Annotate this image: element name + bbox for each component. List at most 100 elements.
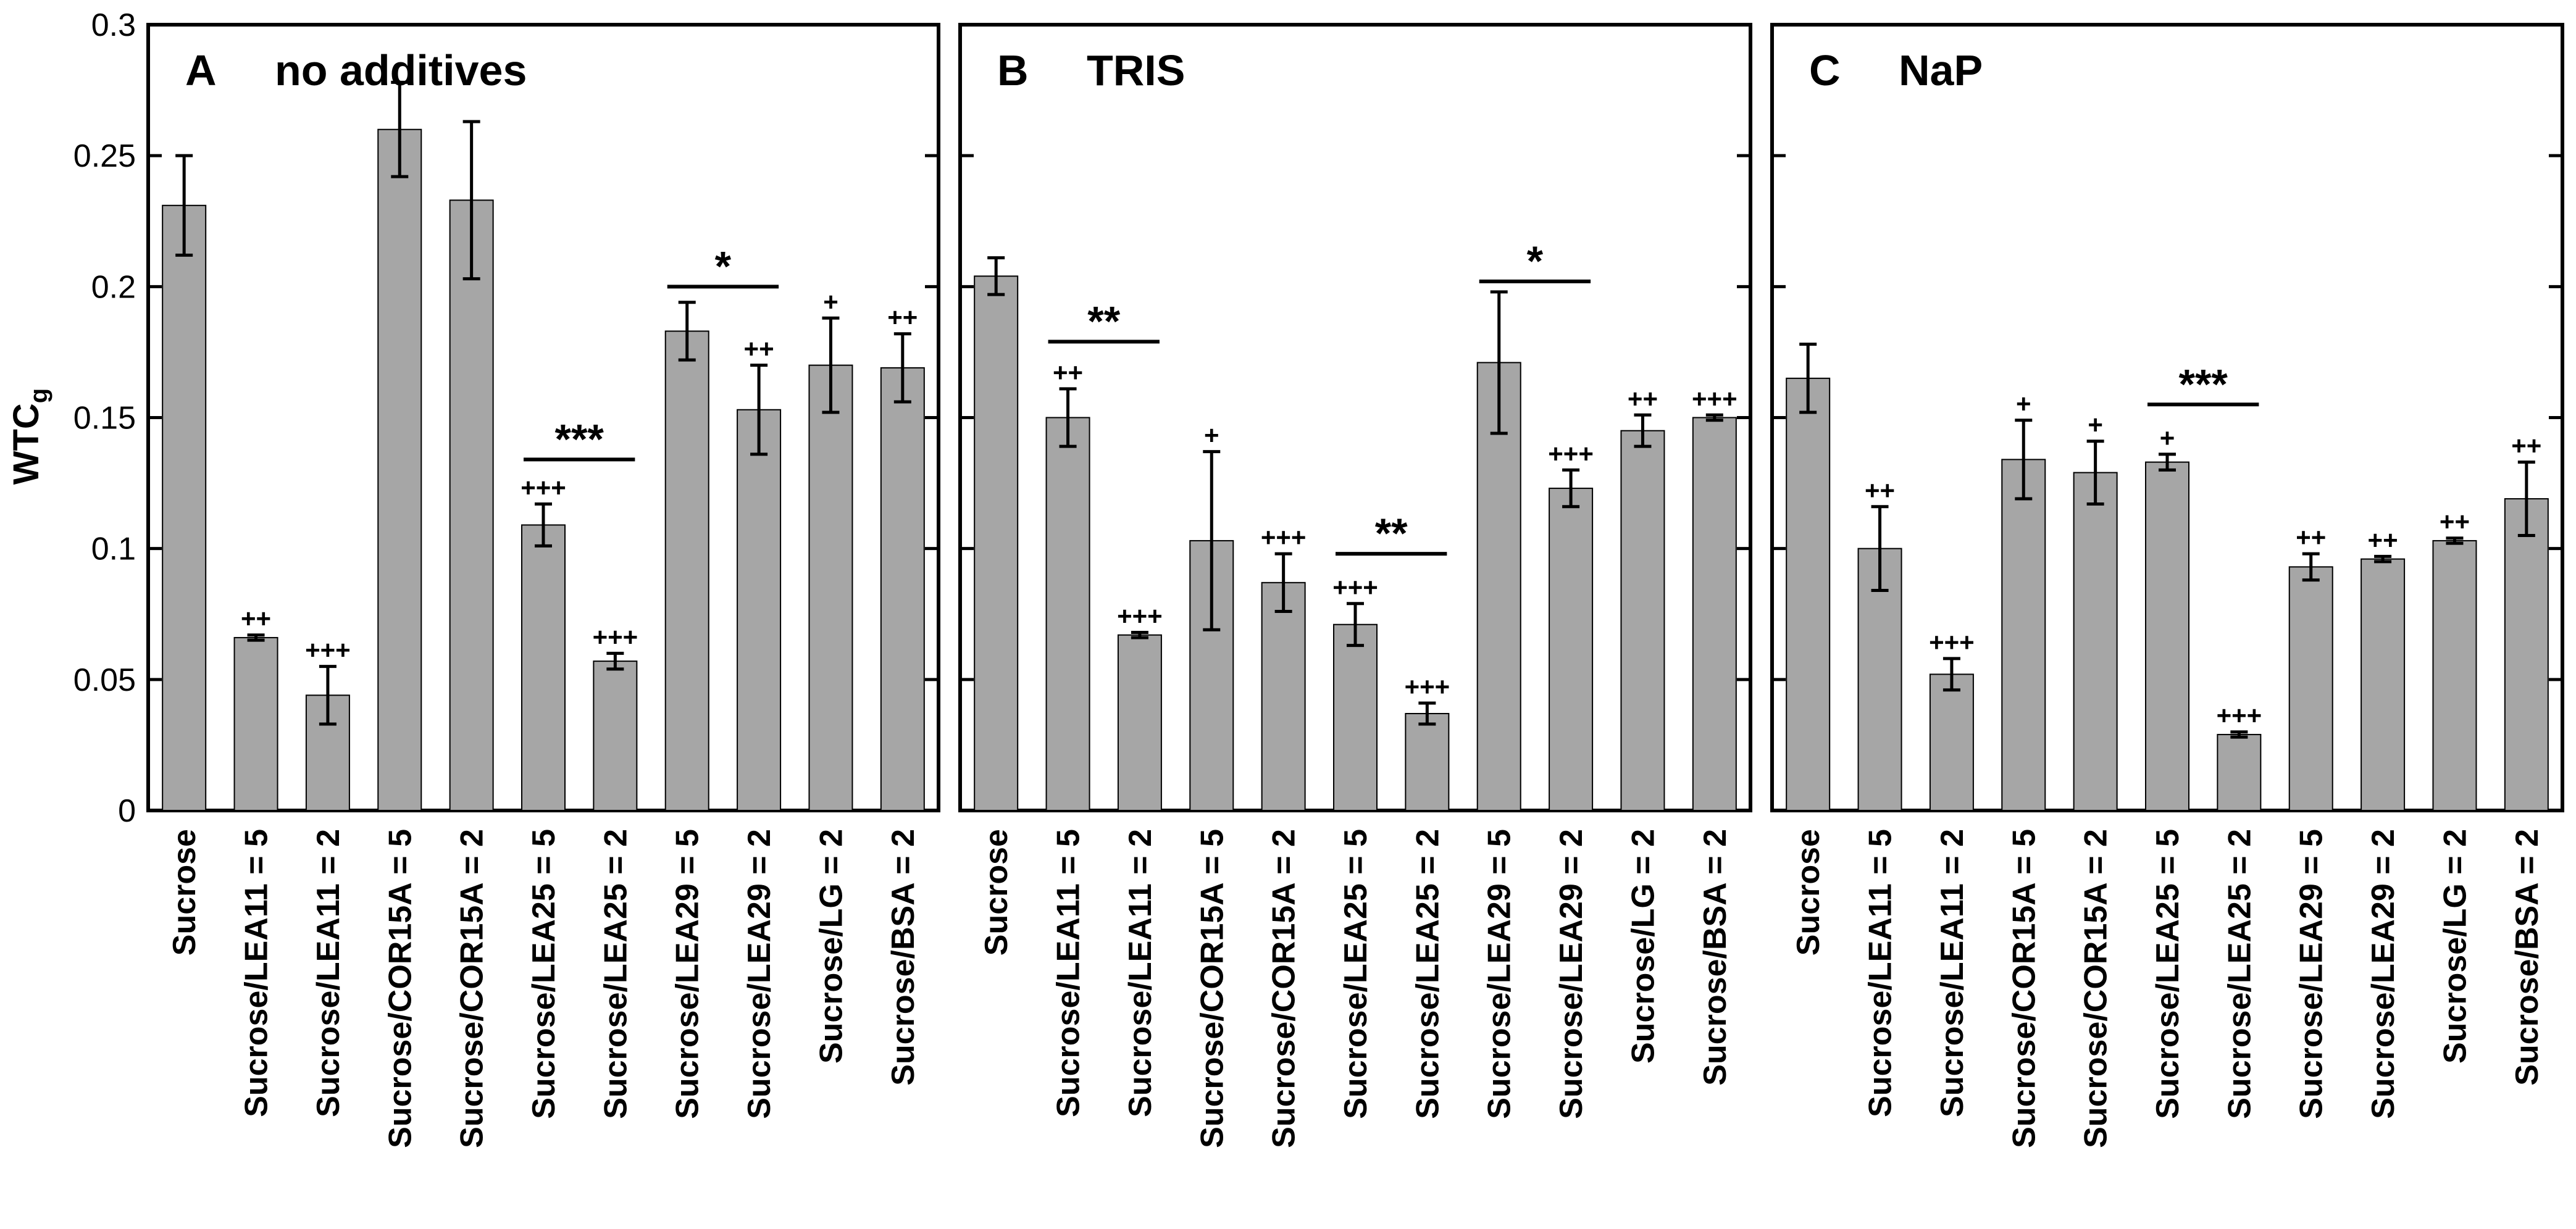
y-tick-label: 0.25 [73,138,136,174]
y-axis-label-main: WTC [6,403,46,485]
significance-marker: +++ [521,473,566,502]
bar [521,524,566,812]
significance-marker: ++ [2511,431,2541,460]
category-label: Sucrose/LEA11 = 2 [311,829,346,1117]
category-label: Sucrose/LG = 2 [2437,829,2473,1064]
category-label: Sucrose/LEA29 = 2 [1554,829,1589,1119]
significance-marker: +++ [2217,701,2262,730]
category-label: Sucrose/BSA = 2 [885,829,921,1086]
y-tick-label: 0.05 [73,662,136,698]
significance-bracket-label: ** [1087,298,1120,344]
bar [377,128,422,812]
significance-bracket-label: ** [1375,510,1408,557]
category-label: Sucrose/LEA29 = 5 [670,829,706,1119]
category-label: Sucrose/COR15A = 5 [2006,829,2042,1148]
panel-title: NaP [1899,46,1983,94]
bar [2288,566,2333,811]
bar [1405,712,1450,812]
category-label: Sucrose/LEA25 = 5 [526,829,562,1119]
bar [737,409,782,811]
category-label: Sucrose/LEA29 = 5 [2294,829,2330,1119]
category-label: Sucrose/COR15A = 2 [454,829,490,1148]
category-label: Sucrose/LEA11 = 2 [1934,829,1970,1117]
y-tick-label: 0.2 [91,269,136,305]
bar [1857,548,1902,812]
category-label: Sucrose [167,829,203,956]
significance-marker: +++ [305,636,351,665]
bar [449,199,494,811]
significance-marker: +++ [1692,384,1738,413]
bar [1333,623,1378,811]
category-label: Sucrose/LEA25 = 2 [1410,829,1445,1119]
bar [162,204,207,812]
significance-marker: +++ [1332,573,1378,602]
significance-marker: ++ [2368,525,2398,554]
significance-marker: ++ [2440,507,2470,536]
y-tick-label: 0.3 [91,7,136,43]
significance-bracket-label: * [1527,238,1544,285]
bar [1929,673,1974,812]
y-tick-label: 0.15 [73,401,136,436]
bar [2217,733,2262,812]
significance-marker: ++ [744,335,774,364]
panel-title: TRIS [1087,46,1185,94]
category-label: Sucrose/LEA25 = 5 [2150,829,2186,1119]
bar [2145,461,2189,811]
significance-marker: + [1204,421,1219,450]
category-label: Sucrose/COR15A = 2 [1266,829,1302,1148]
bar [1476,362,1521,811]
y-axis-label-subscript: g [25,388,52,403]
significance-marker: +++ [1117,601,1163,630]
category-label: Sucrose [979,829,1014,956]
category-label: Sucrose/LEA25 = 2 [598,829,634,1119]
bar [664,330,709,811]
bar [974,275,1019,811]
bar [2504,498,2549,811]
category-label: Sucrose [1791,829,1826,956]
bar [2432,540,2477,811]
bar [880,367,925,811]
significance-marker: + [823,287,838,316]
bar [1117,634,1162,811]
panels: 00.050.10.150.20.250.3A no additivesSucro… [73,7,2564,1148]
bar [2073,472,2118,811]
panel-letter: A [185,46,217,94]
y-axis-label: WTCg [6,388,52,485]
bar [233,636,278,811]
category-label: Sucrose/LEA25 = 2 [2222,829,2257,1119]
significance-marker: +++ [1261,523,1307,552]
y-tick-label: 0 [118,793,136,829]
significance-marker: ++ [241,604,271,633]
category-label: Sucrose/COR15A = 5 [1194,829,1230,1148]
category-label: Sucrose/LEA11 = 5 [239,829,275,1117]
category-label: Sucrose/COR15A = 2 [2078,829,2114,1148]
significance-marker: ++ [1053,358,1083,387]
significance-bracket-label: *** [2178,360,2228,407]
significance-marker: +++ [1405,672,1450,701]
bar [593,660,638,811]
bar [1261,581,1306,812]
category-label: Sucrose/LG = 2 [1625,829,1661,1064]
significance-marker: ++ [1628,384,1658,413]
bar [808,364,853,811]
y-tick-label: 0.1 [91,531,136,567]
bar [1786,377,1831,811]
panel-letter: C [1809,46,1841,94]
significance-marker: ++ [2296,523,2326,552]
category-label: Sucrose/LEA11 = 5 [1051,829,1087,1117]
svg-text:WTCg: WTCg [6,388,52,485]
category-label: Sucrose/BSA = 2 [2509,829,2545,1086]
category-label: Sucrose/LEA29 = 5 [1482,829,1518,1119]
significance-marker: ++ [887,303,918,332]
category-label: Sucrose/COR15A = 5 [382,829,418,1148]
significance-bracket-label: * [715,243,732,290]
category-label: Sucrose/LG = 2 [813,829,849,1064]
bar [1620,430,1665,811]
significance-marker: +++ [593,622,638,651]
significance-bracket-label: *** [554,415,604,462]
category-label: Sucrose/LEA29 = 2 [2365,829,2401,1119]
category-label: Sucrose/LEA25 = 5 [1338,829,1374,1119]
